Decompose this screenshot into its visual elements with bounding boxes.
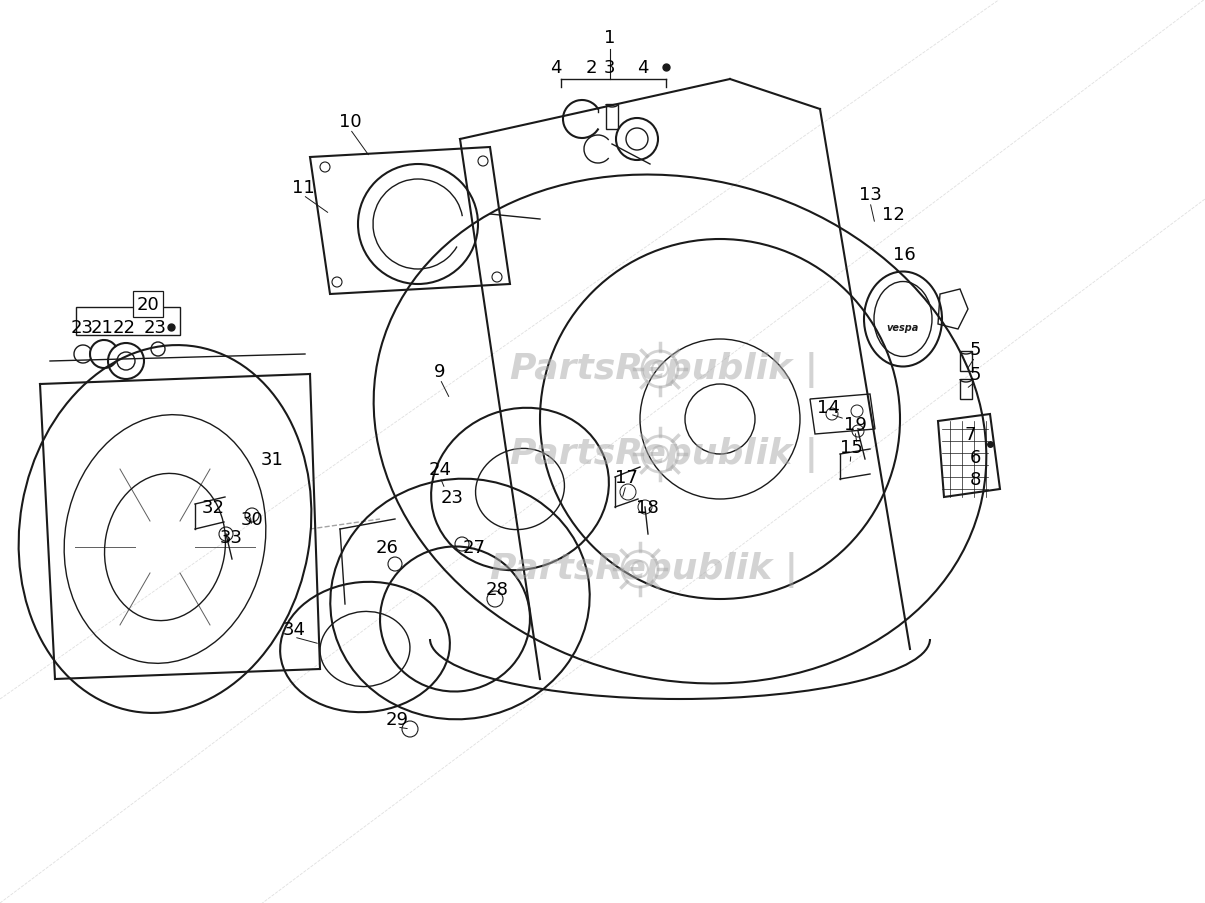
Text: vespa: vespa: [887, 322, 919, 332]
Text: 16: 16: [893, 246, 916, 264]
Text: 9: 9: [434, 363, 446, 380]
Text: 19: 19: [844, 415, 866, 433]
Text: 29: 29: [386, 711, 408, 728]
Text: 13: 13: [858, 186, 881, 204]
Text: 27: 27: [463, 538, 486, 556]
Text: 1: 1: [605, 29, 616, 47]
Text: 17: 17: [615, 469, 637, 487]
Text: 10: 10: [339, 113, 362, 131]
Text: 7: 7: [964, 425, 976, 443]
Text: 15: 15: [840, 439, 863, 457]
Text: 2: 2: [586, 59, 596, 77]
Text: 4: 4: [551, 59, 562, 77]
Text: 5: 5: [969, 340, 981, 358]
Text: 12: 12: [882, 206, 905, 224]
Text: 5: 5: [969, 366, 981, 384]
Text: 32: 32: [201, 498, 224, 517]
Text: 23: 23: [143, 319, 166, 337]
Text: 3: 3: [604, 59, 615, 77]
Text: PartsRepublik |: PartsRepublik |: [510, 351, 818, 387]
Text: 20: 20: [136, 295, 159, 313]
Text: 31: 31: [260, 451, 283, 469]
Text: 23: 23: [71, 319, 94, 337]
Text: 4: 4: [637, 59, 648, 77]
Text: 18: 18: [635, 498, 658, 517]
Text: 22: 22: [112, 319, 135, 337]
Text: 14: 14: [817, 398, 840, 416]
Text: 30: 30: [241, 510, 264, 528]
Text: 33: 33: [219, 528, 242, 546]
Text: 26: 26: [376, 538, 399, 556]
Text: 8: 8: [969, 470, 981, 489]
Text: 11: 11: [292, 179, 315, 197]
Text: 34: 34: [282, 620, 306, 638]
Text: 6: 6: [969, 449, 981, 467]
Text: 21: 21: [90, 319, 113, 337]
Text: 24: 24: [429, 461, 452, 479]
Text: PartsRepublik |: PartsRepublik |: [510, 436, 818, 472]
FancyBboxPatch shape: [76, 308, 180, 336]
Text: 23: 23: [441, 489, 464, 507]
Text: 28: 28: [486, 581, 509, 599]
Text: PartsRepublik |: PartsRepublik |: [490, 552, 798, 587]
